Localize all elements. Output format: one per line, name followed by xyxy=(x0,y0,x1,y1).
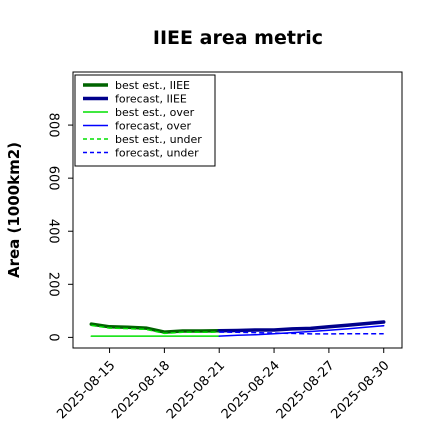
x-tick-label: 2025-08-27 xyxy=(274,358,338,422)
y-axis-label: Area (1000km2) xyxy=(5,142,23,278)
x-tick-label: 2025-08-30 xyxy=(329,358,393,422)
y-tick-label: 800 xyxy=(46,113,61,138)
x-tick-label: 2025-08-24 xyxy=(219,358,283,422)
series-lines xyxy=(89,320,386,337)
series-line-4 xyxy=(91,324,220,335)
y-tick-label: 200 xyxy=(46,272,61,297)
legend-entry-label: forecast, over xyxy=(115,120,191,133)
y-axis: 0 200 400 600 800 xyxy=(46,113,73,342)
y-tick-label: 400 xyxy=(46,219,61,244)
legend-entry-label: best est., under xyxy=(115,133,202,146)
legend-frame xyxy=(74,74,216,167)
series-line-3 xyxy=(218,324,385,337)
series-line-5 xyxy=(219,331,384,335)
x-tick-label: 2025-08-21 xyxy=(164,358,228,422)
y-tick-label: 0 xyxy=(46,333,61,341)
legend-entry-label: forecast, IIEE xyxy=(115,93,187,106)
legend-entry-label: forecast, under xyxy=(115,147,199,160)
x-tick-label: 2025-08-15 xyxy=(54,358,118,422)
chart-title: IIEE area metric xyxy=(153,27,323,49)
x-tick-label: 2025-08-18 xyxy=(109,358,173,422)
legend-entry-label: best est., over xyxy=(115,106,195,119)
series-line-0 xyxy=(89,322,221,334)
legend-entry-label: best est., IIEE xyxy=(115,79,190,92)
y-tick-label: 600 xyxy=(46,166,61,191)
series-line-1 xyxy=(217,320,386,333)
x-axis: 2025-08-152025-08-182025-08-212025-08-24… xyxy=(54,348,393,422)
